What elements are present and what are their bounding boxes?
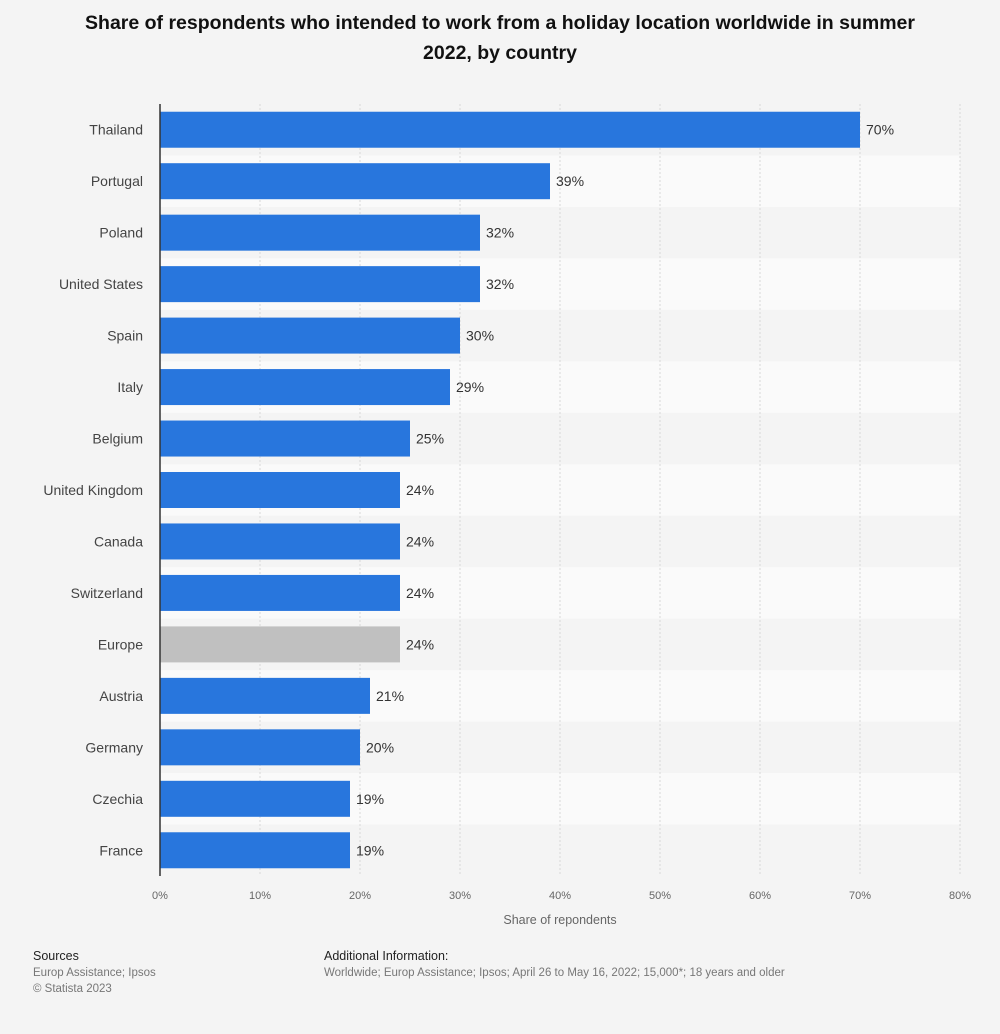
data-label: 70% [866, 122, 894, 138]
bar [160, 214, 480, 251]
x-tick-label: 20% [349, 890, 371, 902]
data-label: 21% [376, 688, 404, 704]
category-label: United Kingdom [43, 482, 143, 498]
category-label: Austria [99, 688, 143, 704]
bar [160, 317, 460, 354]
category-label: Canada [94, 533, 143, 549]
copyright: © Statista 2023 [33, 983, 112, 995]
category-label: Europe [98, 636, 143, 652]
category-label: United States [59, 276, 143, 292]
bar [160, 626, 400, 663]
data-label: 19% [356, 791, 384, 807]
x-tick-label: 0% [152, 890, 168, 902]
data-label: 19% [356, 842, 384, 858]
data-label: 24% [406, 636, 434, 652]
data-label: 30% [466, 328, 494, 344]
bar [160, 729, 360, 766]
bar [160, 369, 450, 406]
data-label: 24% [406, 585, 434, 601]
category-label: Poland [99, 225, 143, 241]
bar [160, 266, 480, 303]
category-label: Spain [107, 328, 143, 344]
additional-info-block: Additional Information: Worldwide; Europ… [324, 949, 785, 981]
x-tick-label: 30% [449, 890, 471, 902]
data-label: 29% [456, 379, 484, 395]
category-label: Belgium [92, 431, 143, 447]
data-label: 32% [486, 225, 514, 241]
data-label: 24% [406, 482, 434, 498]
additional-info-title: Additional Information: [324, 949, 449, 963]
category-label: Italy [117, 379, 143, 395]
bar [160, 472, 400, 508]
bar-chart: 0% 10% 20% 30% 40% 50% 60% 70% 80% Thailand 70% Por… [43, 104, 971, 927]
category-label: Switzerland [71, 585, 143, 601]
bar [160, 111, 860, 148]
chart-title: Share of respondents who intended to wor… [85, 12, 915, 64]
x-tick-label: 80% [949, 890, 971, 902]
sources-block: Sources Europ Assistance; Ipsos © Statis… [33, 949, 156, 997]
data-label: 24% [406, 533, 434, 549]
bar [160, 163, 550, 200]
x-tick-label: 40% [549, 890, 571, 902]
data-label: 20% [366, 739, 394, 755]
category-label: Portugal [91, 173, 143, 189]
x-tick-label: 60% [749, 890, 771, 902]
category-label: Germany [85, 739, 143, 755]
x-axis-title: Share of repondents [503, 913, 616, 927]
x-tick-label: 70% [849, 890, 871, 902]
data-label: 32% [486, 276, 514, 292]
sources-text: Europ Assistance; Ipsos [33, 967, 156, 979]
x-tick-label: 10% [249, 890, 271, 902]
x-tick-label: 50% [649, 890, 671, 902]
data-label: 39% [556, 173, 584, 189]
bar [160, 832, 350, 869]
sources-title: Sources [33, 949, 79, 963]
data-label: 25% [416, 431, 444, 447]
bar [160, 574, 400, 611]
additional-info-text: Worldwide; Europ Assistance; Ipsos; Apri… [324, 967, 785, 979]
bar [160, 677, 370, 714]
bar [160, 420, 410, 457]
bar [160, 780, 350, 817]
category-label: Thailand [89, 122, 143, 138]
category-label: France [99, 842, 143, 858]
category-label: Czechia [92, 791, 143, 807]
bar [160, 523, 400, 560]
